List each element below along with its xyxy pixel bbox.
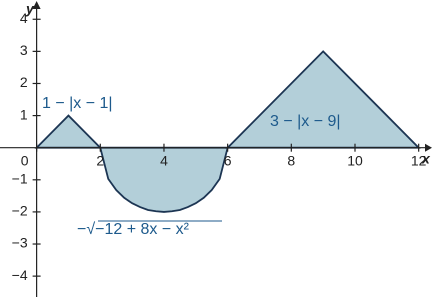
y-axis-label: y: [25, 1, 35, 17]
y-tick-label: 4: [20, 10, 28, 26]
area: [34, 114, 103, 149]
area: [99, 146, 229, 213]
area: [225, 50, 421, 149]
x-tick-label: 6: [224, 152, 232, 168]
x-tick-label: 8: [287, 152, 295, 168]
y-tick-label: −2: [12, 203, 28, 219]
series-label: 1 − |x − 1|: [42, 95, 113, 112]
x-tick-label: 4: [160, 152, 168, 168]
x-tick-label: 10: [347, 152, 363, 168]
x-axis-arrow: [425, 143, 432, 152]
y-tick-label: 3: [20, 42, 28, 58]
y-axis-arrow: [32, 1, 41, 9]
y-tick-label: 1: [20, 106, 28, 122]
y-tick-label: −3: [12, 235, 28, 251]
x-tick-label: 2: [96, 152, 104, 168]
x-tick-label: 12: [411, 152, 427, 168]
y-tick-label: 2: [20, 74, 28, 90]
series-label: −√−12 + 8x − x²: [77, 221, 190, 238]
y-tick-label: −1: [12, 171, 28, 187]
x-axis-label: x: [421, 151, 431, 167]
x-tick-label: 0: [21, 152, 29, 168]
y-tick-label: −4: [12, 267, 28, 283]
series-label: 3 − |x − 9|: [270, 113, 341, 130]
